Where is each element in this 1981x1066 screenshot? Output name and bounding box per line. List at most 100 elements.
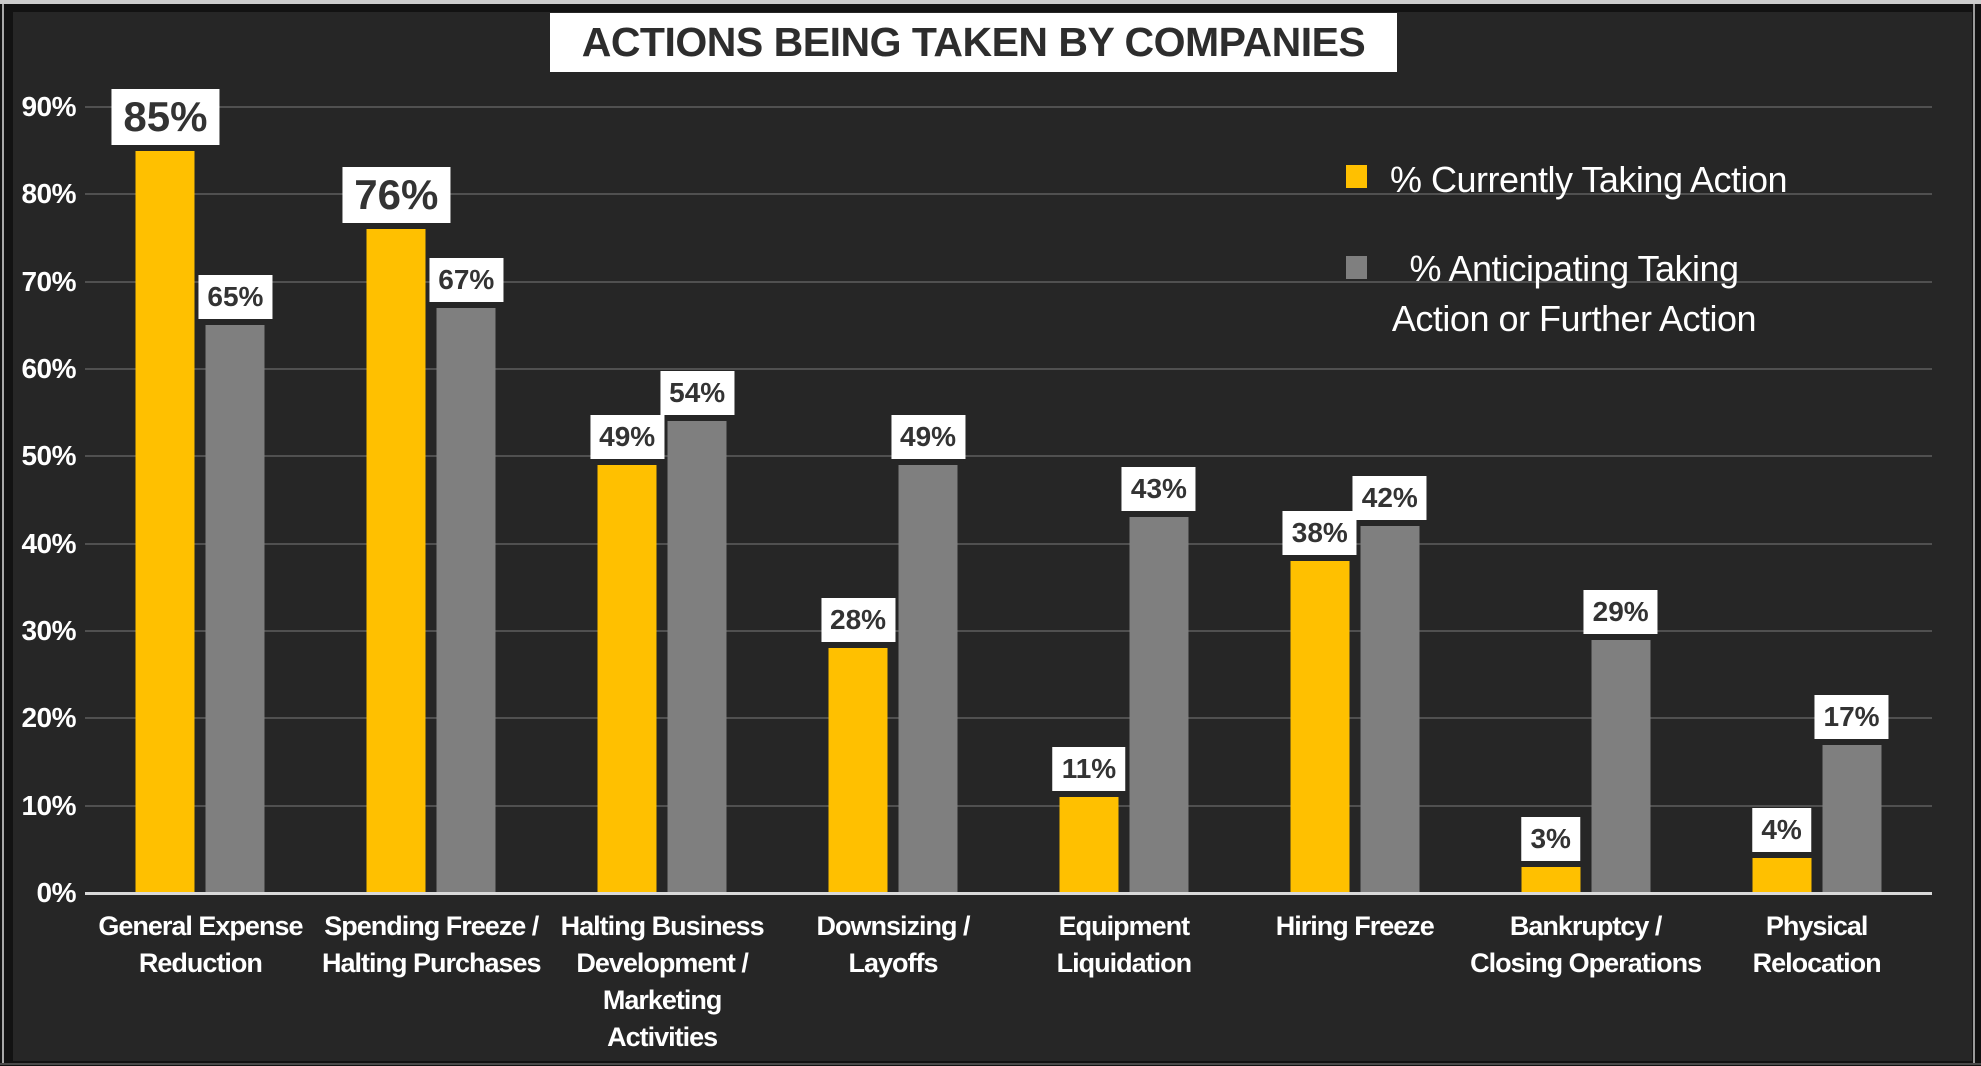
legend-label-anticipating-line2: Action or Further Action [1391, 298, 1757, 339]
legend-label-currently: % Currently Taking Action [1390, 159, 1788, 200]
bar-pair: 28% 49% [821, 415, 966, 893]
value-label-currently: 11% [1052, 746, 1126, 791]
bar-currently: 11% [1052, 746, 1126, 893]
x-label-line: Spending Freeze / [324, 911, 539, 941]
bar-currently: 49% [590, 415, 665, 893]
value-label-anticipating: 54% [660, 371, 735, 416]
bars-container: 85% 65% 76% 67% 49% 54% 28% 49% 11% 43% 38% 42% 3% 29… [85, 88, 1932, 893]
value-label-anticipating: 49% [891, 415, 966, 460]
slide-right-edge [1973, 4, 1975, 1063]
legend-label-anticipating-line1: % Anticipating Taking [1409, 248, 1739, 289]
gridline-20 [85, 717, 1932, 720]
x-label-line: Relocation [1752, 948, 1882, 978]
x-label-line: Development / [576, 948, 749, 978]
value-label-anticipating: 17% [1814, 694, 1889, 739]
legend-swatch-currently-icon [1346, 165, 1367, 188]
slide-left-edge [2, 4, 4, 1063]
gridline-30 [85, 630, 1932, 632]
bar-pair: 38% 42% [1282, 476, 1427, 893]
category-slot-4: 28% 49% [778, 107, 1009, 893]
gridline-60 [85, 368, 1932, 370]
y-tick-50: 50% [21, 440, 76, 472]
y-tick-0: 0% [36, 877, 77, 908]
x-label-line: Reduction [138, 948, 263, 978]
x-label-line: General Expense [98, 911, 303, 941]
x-label-line: Downsizing / [816, 911, 971, 941]
bar-anticipating: 42% [1352, 476, 1427, 893]
x-axis-labels: General Expense Reduction Spending Freeze … [85, 908, 1932, 1056]
gridline-80 [85, 193, 1932, 196]
x-label-line: Equipment [1058, 911, 1190, 941]
bar-anticipating: 29% [1583, 589, 1658, 893]
bar-currently: 28% [821, 598, 896, 893]
value-label-currently: 3% [1521, 816, 1580, 861]
chart-title-text: ACTIONS BEING TAKEN BY COMPANIES [581, 19, 1366, 65]
legend-label-anticipating: % Anticipating Taking Action or Further … [1359, 244, 1789, 344]
bar-anticipating: 65% [198, 275, 273, 893]
gridline-70 [85, 280, 1932, 283]
bar-currently: 85% [111, 88, 220, 893]
x-label-line: Bankruptcy / [1509, 911, 1663, 941]
bar-currently: 4% [1752, 808, 1812, 893]
plot-area: 85% 65% 76% 67% 49% 54% 28% 49% 11% 43% 38% 42% 3% 29… [85, 88, 1932, 895]
x-label-line: Closing Operations [1470, 948, 1702, 978]
legend: % Currently Taking Action % Anticipating… [1346, 158, 1906, 386]
value-label-currently: 28% [821, 598, 896, 643]
value-label-currently: 38% [1282, 511, 1357, 556]
x-label-line: Layoffs [848, 948, 938, 978]
y-tick-30: 30% [21, 615, 76, 646]
legend-swatch-anticipating-icon [1346, 256, 1367, 279]
x-label-line: Halting Business [560, 911, 765, 941]
value-label-currently: 85% [111, 88, 220, 145]
x-label-2: Spending Freeze / Halting Purchases [316, 908, 547, 1056]
bar-pair: 76% 67% [342, 167, 504, 893]
bar-anticipating: 54% [660, 371, 735, 893]
category-slot-5: 11% 43% [1009, 107, 1240, 893]
value-label-currently: 49% [590, 415, 665, 460]
bar-pair: 4% 17% [1752, 694, 1889, 893]
x-label-6: Hiring Freeze [1239, 908, 1470, 1056]
bar-pair: 11% 43% [1052, 467, 1196, 893]
x-label-7: Bankruptcy / Closing Operations [1470, 908, 1702, 1056]
gridline-50 [85, 455, 1932, 458]
gridline-10 [85, 804, 1932, 807]
value-label-anticipating: 42% [1352, 476, 1427, 521]
x-label-8: Physical Relocation [1701, 908, 1932, 1056]
x-label-1: General Expense Reduction [85, 908, 316, 1056]
x-label-line: Marketing [602, 985, 723, 1015]
y-tick-90: 90% [21, 91, 76, 122]
x-label-line: Physical [1765, 911, 1869, 941]
value-label-anticipating: 29% [1583, 589, 1658, 634]
bar-pair: 49% 54% [590, 371, 735, 893]
bar-currently: 3% [1521, 816, 1581, 893]
y-tick-70: 70% [21, 265, 76, 297]
bar-anticipating: 17% [1814, 694, 1889, 893]
gridline-40 [85, 542, 1932, 545]
x-label-5: Equipment Liquidation [1008, 908, 1239, 1056]
category-slot-8: 4% 17% [1701, 107, 1932, 893]
legend-item-currently: % Currently Taking Action [1346, 158, 1906, 202]
category-slot-3: 49% 54% [547, 107, 778, 893]
legend-item-anticipating: % Anticipating Taking Action or Further … [1346, 244, 1906, 344]
y-axis: 90% 80% 70% 60% 50% 40% 30% 20% 10% 0% [0, 91, 76, 908]
chart-title: ACTIONS BEING TAKEN BY COMPANIES [550, 13, 1397, 72]
x-label-line: Hiring Freeze [1275, 911, 1435, 941]
gridline-90 [85, 106, 1932, 108]
category-slot-7: 3% 29% [1470, 107, 1701, 893]
y-tick-10: 10% [21, 789, 76, 821]
bar-anticipating: 67% [429, 257, 504, 893]
value-label-currently: 76% [342, 167, 451, 224]
slide-bottom-edge [0, 1063, 1981, 1065]
y-tick-60: 60% [21, 353, 76, 384]
value-label-anticipating: 65% [198, 275, 273, 320]
value-label-anticipating: 43% [1121, 467, 1196, 512]
bar-currently: 38% [1282, 511, 1357, 893]
x-label-line: Halting Purchases [322, 948, 542, 978]
y-tick-20: 20% [21, 702, 76, 734]
x-label-4: Downsizing / Layoffs [778, 908, 1009, 1056]
x-label-line: Activities [607, 1022, 718, 1052]
x-label-3: Halting Business Development / Marketing Ac… [547, 908, 778, 1056]
value-label-anticipating: 67% [429, 257, 504, 302]
y-tick-80: 80% [21, 178, 76, 210]
